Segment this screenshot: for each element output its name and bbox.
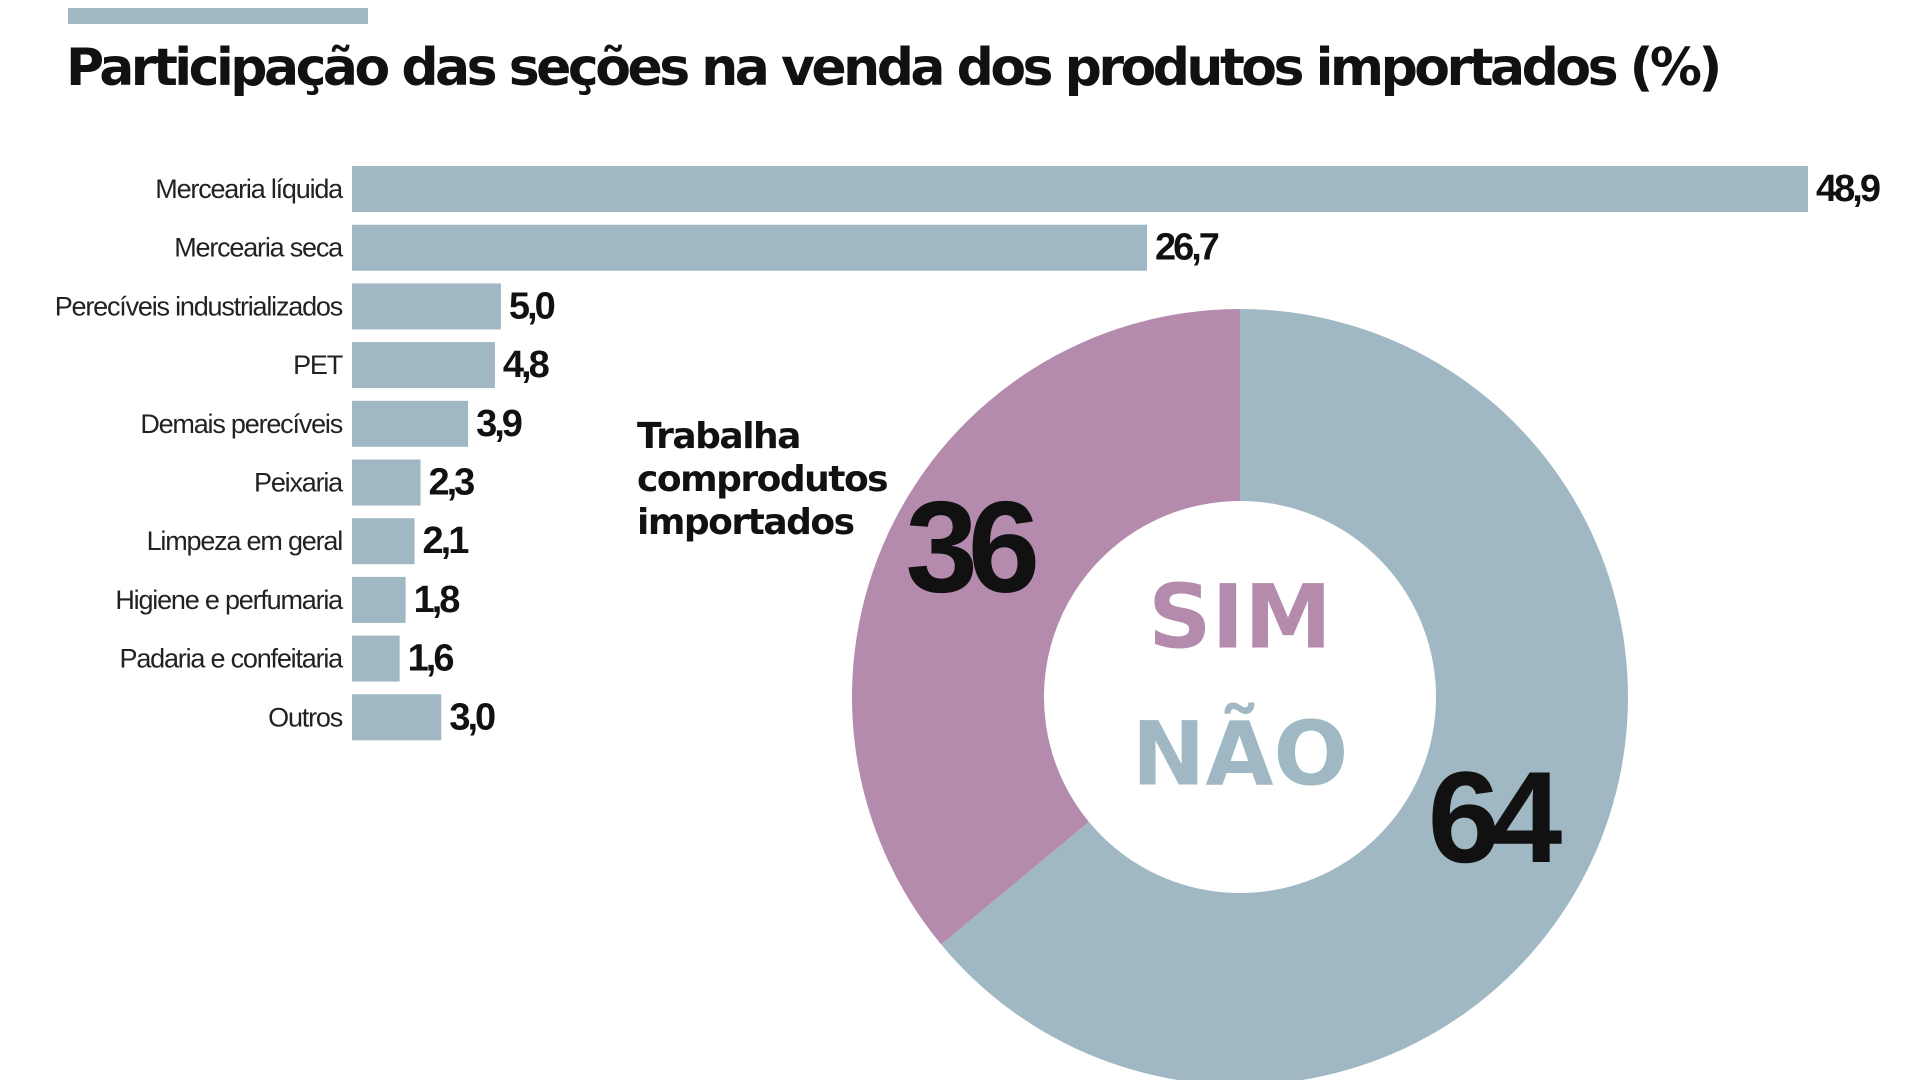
bar-chart: Mercearia líquida 48,9 Mercearia seca 26,7 P… [55,166,1883,741]
title-accent-bar [68,8,368,24]
page-title: Participação das seções na venda dos pro… [66,38,1722,98]
bar [352,694,442,741]
bar [352,400,469,447]
bar-value-label: 3,9 [476,403,522,445]
bar [352,283,501,330]
donut-slice-sim [851,309,1240,945]
bar-category-label: Higiene e perfumaria [115,585,344,615]
bar-category-label: Outros [268,702,343,732]
bar-category-label: Perecíveis industrializados [55,291,343,321]
donut-chart: 36 64 SIM NÃO Trabalha comprodutos importados [637,309,1628,1080]
bar [352,635,400,682]
bar-category-label: Padaria e confeitaria [120,644,345,674]
bar-value-label: 2,1 [423,520,470,562]
bar-category-label: Demais perecíveis [140,409,342,439]
bar-category-label: Mercearia seca [174,233,344,263]
bar-category-label: Mercearia líquida [155,174,344,204]
bar [352,459,421,506]
donut-title: Trabalha comprodutos importados [637,416,887,543]
bar-value-label: 2,3 [428,462,474,504]
bar [352,576,406,623]
bar-value-label: 1,6 [408,638,454,680]
bar-category-label: Peixaria [254,468,344,498]
bar [352,166,1808,212]
bar-value-label: 3,0 [449,696,495,738]
donut-value-nao: 64 [1428,744,1562,890]
donut-center-label-nao: NÃO [1132,703,1349,806]
bar-category-label: PET [293,350,343,380]
bar-value-label: 26,7 [1155,227,1219,269]
bar-value-label: 48,9 [1816,168,1880,210]
donut-slice-nao [941,309,1628,1080]
donut-value-sim: 36 [905,474,1035,620]
donut-center-label-sim: SIM [1148,566,1332,669]
bar-value-label: 1,8 [414,579,460,621]
bar [352,224,1147,271]
bar-value-label: 5,0 [509,285,555,327]
bar [352,518,415,565]
bar-category-label: Limpeza em geral [147,526,343,556]
bar-value-label: 4,8 [503,344,549,386]
bar [352,342,495,389]
